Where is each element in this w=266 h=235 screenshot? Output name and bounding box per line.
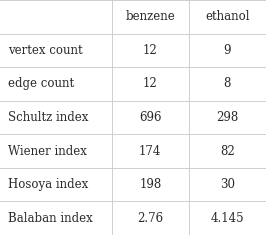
Text: 30: 30 (220, 178, 235, 191)
Text: 4.145: 4.145 (211, 212, 244, 225)
Text: 198: 198 (139, 178, 161, 191)
Text: Hosoya index: Hosoya index (8, 178, 88, 191)
Text: 82: 82 (220, 145, 235, 158)
Text: 298: 298 (216, 111, 239, 124)
Text: edge count: edge count (8, 77, 74, 90)
Text: 12: 12 (143, 77, 158, 90)
Text: 9: 9 (224, 44, 231, 57)
Text: 8: 8 (224, 77, 231, 90)
Text: Schultz index: Schultz index (8, 111, 88, 124)
Text: benzene: benzene (125, 10, 175, 23)
Text: vertex count: vertex count (8, 44, 83, 57)
Text: Wiener index: Wiener index (8, 145, 87, 158)
Text: 174: 174 (139, 145, 161, 158)
Text: Balaban index: Balaban index (8, 212, 93, 225)
Text: 2.76: 2.76 (137, 212, 163, 225)
Text: ethanol: ethanol (205, 10, 250, 23)
Text: 696: 696 (139, 111, 161, 124)
Text: 12: 12 (143, 44, 158, 57)
